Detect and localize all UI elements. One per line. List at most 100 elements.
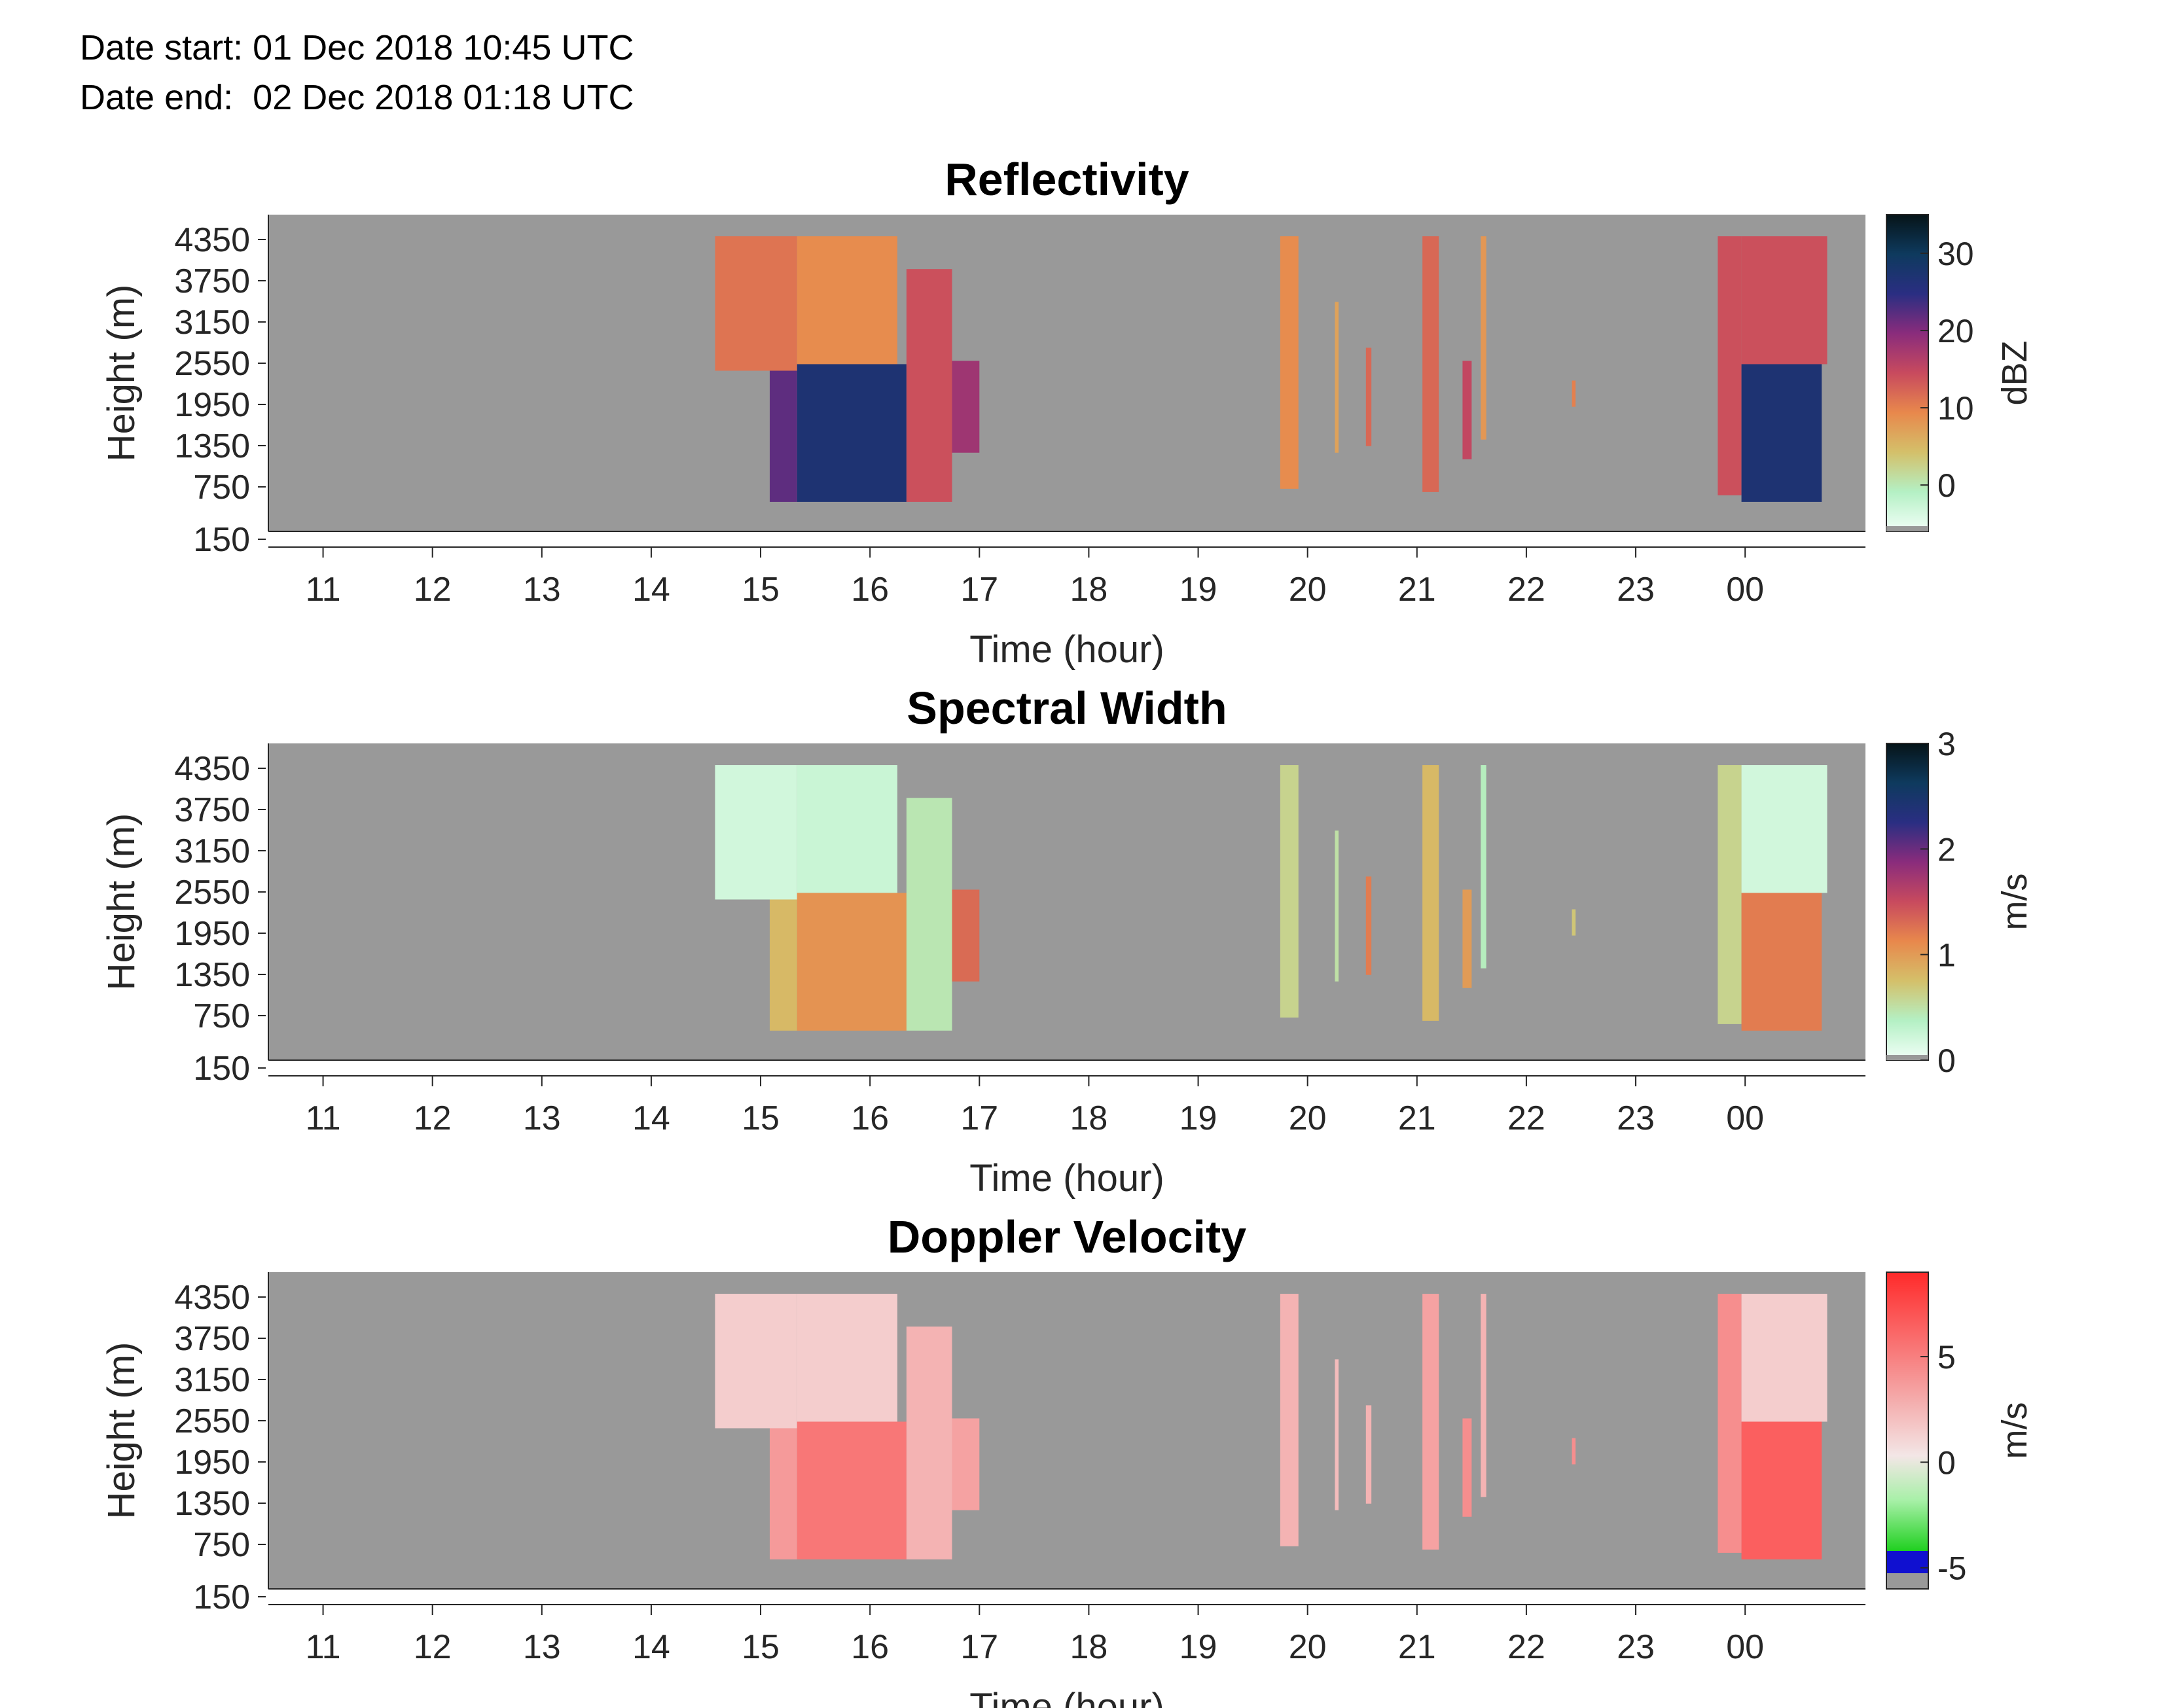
echo-cell [1462,361,1472,459]
y-tick-label: 4350 [174,1279,250,1317]
date-start-text: Date start: 01 Dec 2018 10:45 UTC [80,28,634,67]
echo-cell [1365,1405,1372,1504]
x-tick-label: 22 [1507,1099,1545,1137]
x-tick-label: 21 [1398,571,1436,609]
echo-layer [715,765,1827,1031]
x-tick-label: 19 [1179,571,1217,609]
echo-cell [1422,1294,1439,1550]
x-tick-label: 18 [1070,1628,1108,1666]
x-tick-label: 20 [1289,1628,1327,1666]
x-tick-label: 21 [1398,1099,1436,1137]
x-tick-label: 11 [306,571,341,609]
colorbar-nodata [1886,526,1928,531]
plot-area [268,215,1865,531]
x-tick-label: 20 [1289,1099,1327,1137]
y-axis-label: Height (m) [100,1342,143,1520]
x-tick-label: 14 [632,1628,670,1666]
colorbar-tick-label: 0 [1937,1042,1956,1079]
echo-cell [769,370,797,502]
x-tick-label: 18 [1070,1099,1108,1137]
x-tick-label: 14 [632,1099,670,1137]
colorbar-nodata [1886,1055,1928,1060]
colorbar-tick-label: 0 [1937,467,1956,504]
echo-cell [1365,876,1372,975]
y-tick-label: 3150 [174,304,250,342]
echo-cell [797,765,897,893]
echo-cell [715,236,797,371]
colorbar-tick-label: 20 [1937,313,1974,349]
echo-cell [1280,236,1299,489]
echo-layer [715,236,1827,502]
x-axis-label: Time (hour) [969,1686,1164,1708]
x-tick-label: 15 [742,1099,780,1137]
echo-cell [1572,1438,1576,1465]
x-axis-label: Time (hour) [969,628,1164,671]
echo-cell [1481,236,1486,440]
y-tick-label: 4350 [174,750,250,788]
echo-cell [797,1294,897,1422]
x-tick-label: 20 [1289,571,1327,609]
y-tick-label: 3750 [174,262,250,300]
echo-cell [1572,909,1576,936]
colorbar-tick-label: 30 [1937,236,1974,272]
x-tick-label: 13 [523,1099,561,1137]
echo-cell [715,765,797,900]
panel-title: Doppler Velocity [888,1211,1247,1262]
echo-cell [1741,236,1827,365]
echo-cell [1572,380,1576,407]
x-tick-label: 17 [960,571,998,609]
x-tick-label: 15 [742,1628,780,1666]
panel-spectral-width: Spectral Width43503750315025501950135075… [100,683,2034,1200]
y-tick-label: 3750 [174,1320,250,1358]
echo-cell [797,1421,907,1559]
echo-cell [906,269,952,502]
y-tick-label: 4350 [174,221,250,259]
echo-cell [1741,765,1827,893]
y-tick-label: 2550 [174,874,250,912]
x-tick-label: 16 [851,1628,889,1666]
x-tick-label: 17 [960,1099,998,1137]
x-tick-label: 12 [414,1099,452,1137]
echo-cell [1741,1421,1822,1559]
colorbar-tick-label: -5 [1937,1550,1966,1587]
echo-cell [952,361,980,453]
echo-cell [1280,1294,1299,1546]
x-tick-label: 13 [523,571,561,609]
x-tick-label: 17 [960,1628,998,1666]
y-tick-label: 3750 [174,791,250,829]
echo-cell [1422,765,1439,1021]
colorbar-label: m/s [1995,1402,2034,1459]
x-tick-label: 16 [851,571,889,609]
echo-cell [1280,765,1299,1018]
x-tick-label: 18 [1070,571,1108,609]
y-tick-label: 1350 [174,956,250,994]
echo-cell [952,889,980,982]
echo-cell [1481,765,1486,969]
date-end-text: Date end: 02 Dec 2018 01:18 UTC [80,78,634,117]
plot-area [268,743,1865,1060]
echo-cell [797,893,907,1031]
echo-cell [1462,1418,1472,1517]
x-tick-label: 19 [1179,1628,1217,1666]
echo-cell [1741,364,1822,502]
y-tick-label: 2550 [174,345,250,383]
y-tick-label: 2550 [174,1402,250,1440]
echo-cell [769,1428,797,1559]
x-tick-label: 22 [1507,1628,1545,1666]
echo-cell [1718,765,1742,1024]
y-tick-label: 150 [193,1050,250,1088]
echo-cell [952,1418,980,1510]
y-tick-label: 150 [193,1578,250,1616]
panel-doppler-velocity: Doppler Velocity435037503150255019501350… [100,1211,2034,1708]
echo-cell [797,364,907,502]
y-tick-label: 750 [193,997,250,1035]
x-tick-label: 13 [523,1628,561,1666]
echo-cell [1481,1294,1486,1497]
x-tick-label: 11 [306,1099,341,1137]
colorbar: 30 20 10 0 dBZ [1886,214,2034,532]
y-tick-label: 150 [193,521,250,559]
y-axis-label: Height (m) [100,813,143,991]
echo-cell [1335,830,1339,982]
echo-cell [906,1326,952,1559]
